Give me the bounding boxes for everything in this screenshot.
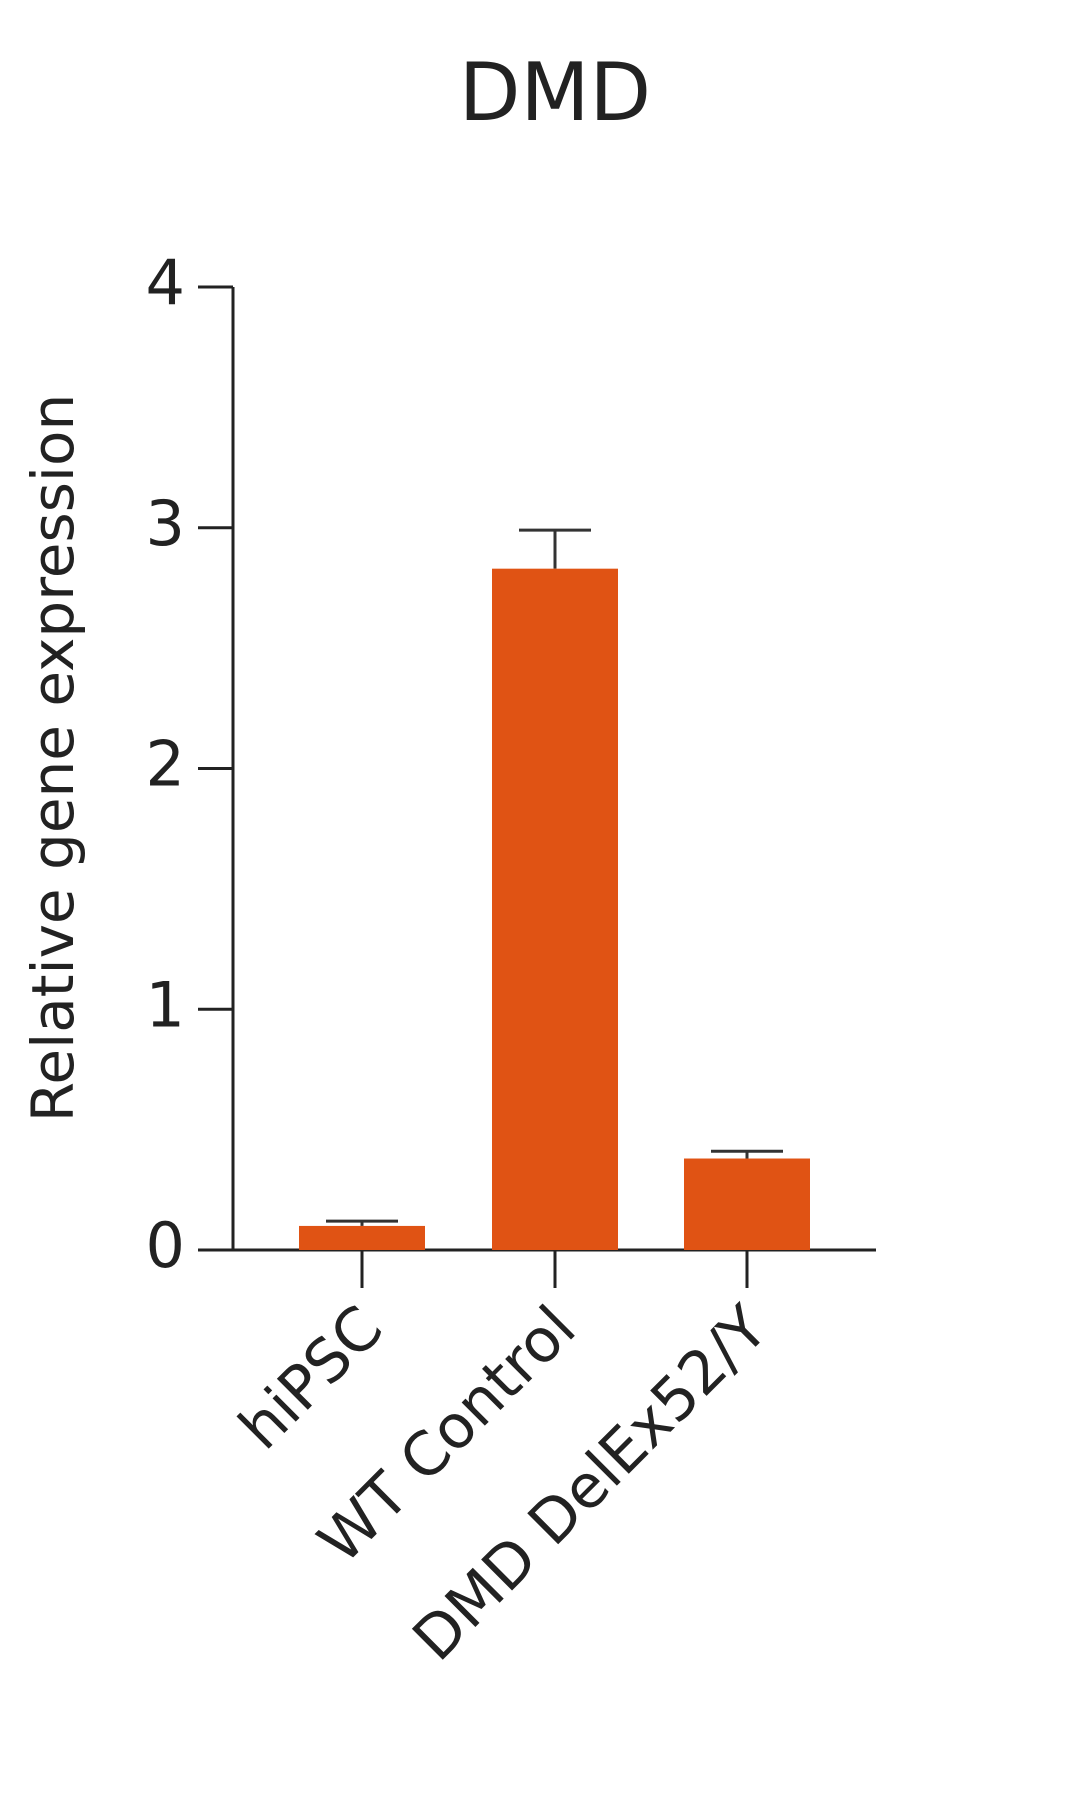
bar: [492, 568, 618, 1250]
y-axis-label: Relative gene expression: [19, 394, 87, 1123]
y-tick-label: 1: [146, 968, 185, 1041]
x-tick-label: hiPSC: [226, 1293, 396, 1463]
y-tick-label: 4: [146, 246, 185, 319]
y-tick-label: 2: [146, 728, 185, 801]
bar: [299, 1225, 425, 1250]
chart-title: DMD: [459, 46, 651, 139]
y-tick-label: 0: [146, 1209, 185, 1282]
y-tick-label: 3: [146, 487, 185, 560]
bar: [684, 1158, 810, 1250]
x-tick-label: DMD DelEx52/Y: [400, 1293, 782, 1675]
